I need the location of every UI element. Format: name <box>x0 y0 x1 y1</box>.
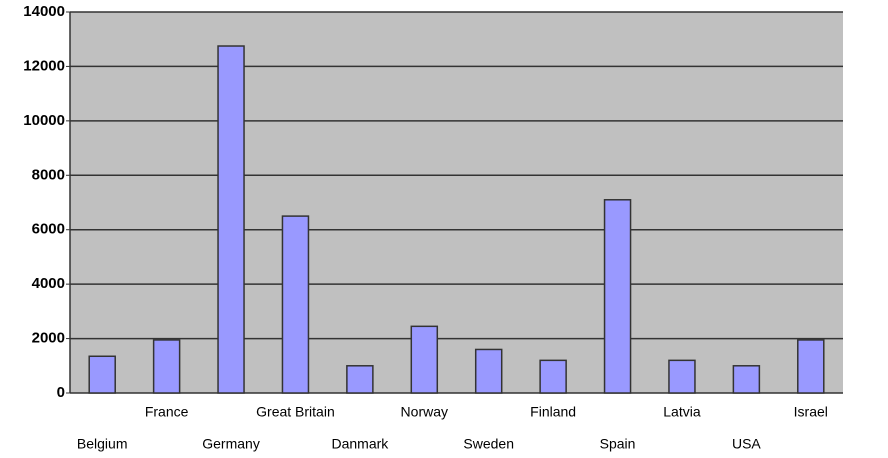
bar <box>88 355 116 394</box>
bar <box>474 348 503 394</box>
x-tick-label: Finland <box>530 404 576 420</box>
x-tick-label: Danmark <box>331 436 389 452</box>
y-tick-label: 4000 <box>32 275 65 292</box>
x-tick-label: Belgium <box>77 436 128 452</box>
bar <box>152 339 181 394</box>
bar <box>668 359 696 394</box>
x-tick-label: Latvia <box>663 404 701 420</box>
bar <box>732 365 761 394</box>
bar <box>603 199 632 394</box>
y-tick-label: 14000 <box>23 3 65 20</box>
x-tick-label: USA <box>732 436 761 452</box>
plot-area <box>70 12 843 393</box>
x-tick-label: France <box>145 404 189 420</box>
y-tick-label: 6000 <box>32 221 65 238</box>
bar <box>539 359 567 394</box>
bar <box>281 215 310 394</box>
x-tick-label: Germany <box>202 436 260 452</box>
x-tick-label: Israel <box>794 404 828 420</box>
y-tick-label: 10000 <box>23 112 65 129</box>
y-tick-label: 0 <box>57 384 65 401</box>
x-tick-label: Great Britain <box>256 404 335 420</box>
y-tick-label: 2000 <box>32 330 65 347</box>
y-tick-label: 8000 <box>32 166 65 183</box>
bar <box>410 325 439 394</box>
x-tick-label: Sweden <box>463 436 514 452</box>
y-tick-label: 12000 <box>23 57 65 74</box>
bar <box>346 365 374 394</box>
x-tick-label: Spain <box>600 436 636 452</box>
bar <box>797 339 825 394</box>
x-tick-label: Norway <box>401 404 448 420</box>
bar <box>217 45 245 394</box>
